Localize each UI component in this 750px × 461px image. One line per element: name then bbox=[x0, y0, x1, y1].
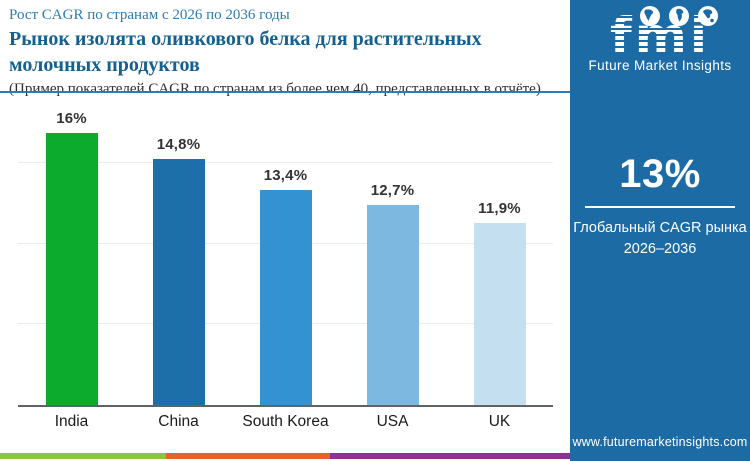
bar-column-china: 14,8% bbox=[125, 100, 232, 405]
fmi-logo-caption: Future Market Insights bbox=[570, 58, 750, 73]
chart-panel: Рост CAGR по странам с 2026 по 2036 годы… bbox=[0, 0, 570, 461]
header: Рост CAGR по странам с 2026 по 2036 годы… bbox=[9, 7, 561, 98]
website-link[interactable]: www.futuremarketinsights.com bbox=[570, 435, 750, 449]
stripe-segment-orange bbox=[166, 453, 330, 459]
fmi-logo-text: fmi bbox=[570, 12, 750, 60]
bar-value-label: 12,7% bbox=[371, 182, 415, 199]
bar-column-usa: 12,7% bbox=[339, 100, 446, 405]
bar bbox=[474, 223, 526, 405]
x-axis-label: South Korea bbox=[232, 413, 339, 431]
global-cagr-value: 13% bbox=[570, 152, 750, 197]
global-cagr-label-line2: 2026–2036 bbox=[570, 239, 750, 260]
chart-subtitle: (Пример показателей CAGR по странам из б… bbox=[9, 81, 561, 98]
bar bbox=[367, 205, 419, 405]
bar-value-label: 16% bbox=[56, 110, 87, 127]
bar-column-uk: 11,9% bbox=[446, 100, 553, 405]
x-axis-label: India bbox=[18, 413, 125, 431]
header-divider bbox=[0, 91, 570, 93]
bars-container: 16% 14,8% 13,4% 12,7% 11,9% bbox=[18, 100, 553, 405]
bar-column-india: 16% bbox=[18, 100, 125, 405]
chart-kicker: Рост CAGR по странам с 2026 по 2036 годы bbox=[9, 7, 561, 24]
fmi-logo: fmi Future Market Insights bbox=[570, 6, 750, 73]
x-axis-label: UK bbox=[446, 413, 553, 431]
x-axis-label: China bbox=[125, 413, 232, 431]
global-cagr-stat: 13% Глобальный CAGR рынка 2026–2036 bbox=[570, 152, 750, 260]
brand-sidebar: fmi Future Market Insights 13% Глобальны… bbox=[570, 0, 750, 461]
bar-chart: 16% 14,8% 13,4% 12,7% 11,9% bbox=[18, 100, 553, 407]
bar-value-label: 13,4% bbox=[264, 167, 308, 184]
x-axis-label: USA bbox=[339, 413, 446, 431]
bar-value-label: 11,9% bbox=[478, 200, 521, 217]
footer-stripe bbox=[0, 453, 570, 459]
bar bbox=[153, 159, 205, 405]
bar bbox=[260, 190, 312, 405]
bar bbox=[46, 133, 98, 405]
stripe-segment-green bbox=[0, 453, 166, 459]
infographic-root: Рост CAGR по странам с 2026 по 2036 годы… bbox=[0, 0, 750, 461]
global-cagr-label-line1: Глобальный CAGR рынка bbox=[570, 218, 750, 239]
bar-column-south-korea: 13,4% bbox=[232, 100, 339, 405]
stripe-segment-purple bbox=[330, 453, 570, 459]
x-axis-labels: IndiaChinaSouth KoreaUSAUK bbox=[18, 413, 553, 431]
global-cagr-label: Глобальный CAGR рынка 2026–2036 bbox=[570, 218, 750, 260]
stat-divider bbox=[585, 206, 735, 208]
bar-value-label: 14,8% bbox=[157, 136, 201, 153]
page-title: Рынок изолята оливкового белка для расти… bbox=[9, 26, 561, 78]
